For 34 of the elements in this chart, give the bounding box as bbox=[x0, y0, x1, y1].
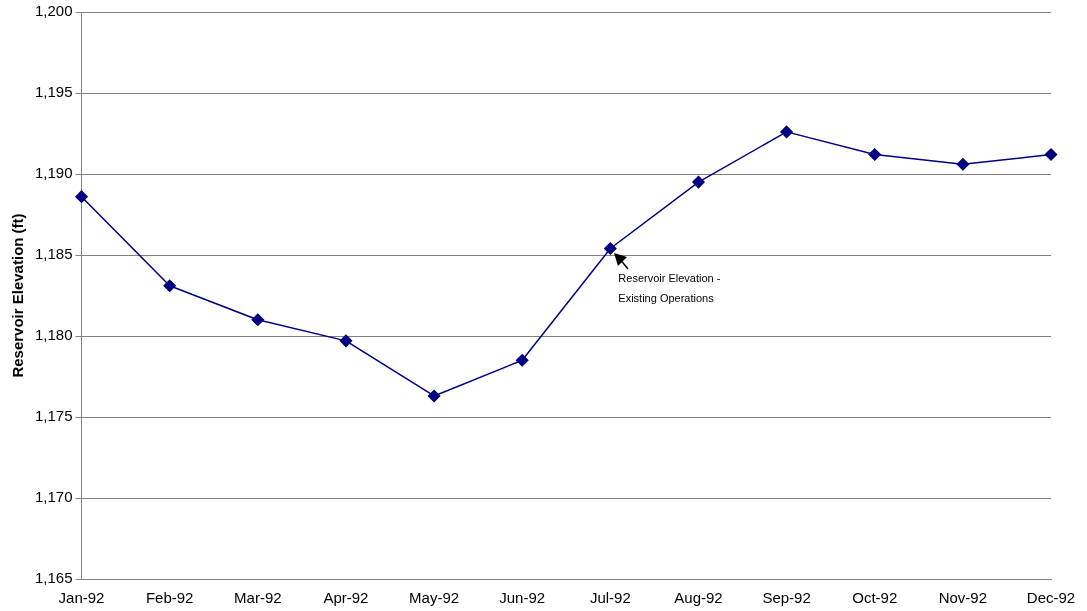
x-tick-label: Jan-92 bbox=[58, 589, 105, 607]
y-tick-label: 1,195 bbox=[34, 83, 73, 101]
x-tick-label: Jul-92 bbox=[589, 589, 631, 607]
point bbox=[515, 354, 529, 367]
point bbox=[1044, 148, 1058, 161]
x-tick-label: Apr-92 bbox=[323, 589, 369, 607]
y-tick-label: 1,170 bbox=[34, 488, 73, 506]
point bbox=[427, 389, 441, 403]
point bbox=[692, 175, 705, 189]
annotation: Reservoir Elevation - Existing Operations bbox=[618, 271, 721, 304]
point bbox=[75, 190, 88, 203]
y-tick-label: 1,165 bbox=[34, 569, 73, 587]
x-tick-label: Oct-92 bbox=[852, 589, 898, 607]
x-tick-label: Mar-92 bbox=[234, 589, 282, 607]
point bbox=[868, 148, 881, 161]
y-tick-label: 1,180 bbox=[34, 326, 73, 344]
y-axis-title: Reservoir Elevation (ft) bbox=[9, 213, 27, 378]
x-tick-label: Feb-92 bbox=[145, 589, 194, 607]
point bbox=[780, 125, 793, 139]
x-tick-label: Dec-92 bbox=[1026, 589, 1076, 607]
x-tick-label: May-92 bbox=[409, 589, 460, 607]
x-tick-label: Jun-92 bbox=[499, 589, 546, 607]
point bbox=[956, 158, 970, 171]
point bbox=[163, 279, 176, 293]
x-tick-label: Nov-92 bbox=[938, 589, 988, 607]
point bbox=[251, 313, 265, 327]
point bbox=[604, 242, 617, 255]
y-tick-label: 1,200 bbox=[34, 2, 73, 20]
y-tick-label: 1,190 bbox=[34, 164, 73, 182]
x-tick-label: Sep-92 bbox=[762, 589, 811, 607]
point bbox=[339, 334, 353, 348]
y-tick-label: 1,185 bbox=[34, 245, 73, 263]
x-tick-label: Aug-92 bbox=[674, 589, 723, 607]
y-tick-label: 1,175 bbox=[34, 407, 73, 425]
